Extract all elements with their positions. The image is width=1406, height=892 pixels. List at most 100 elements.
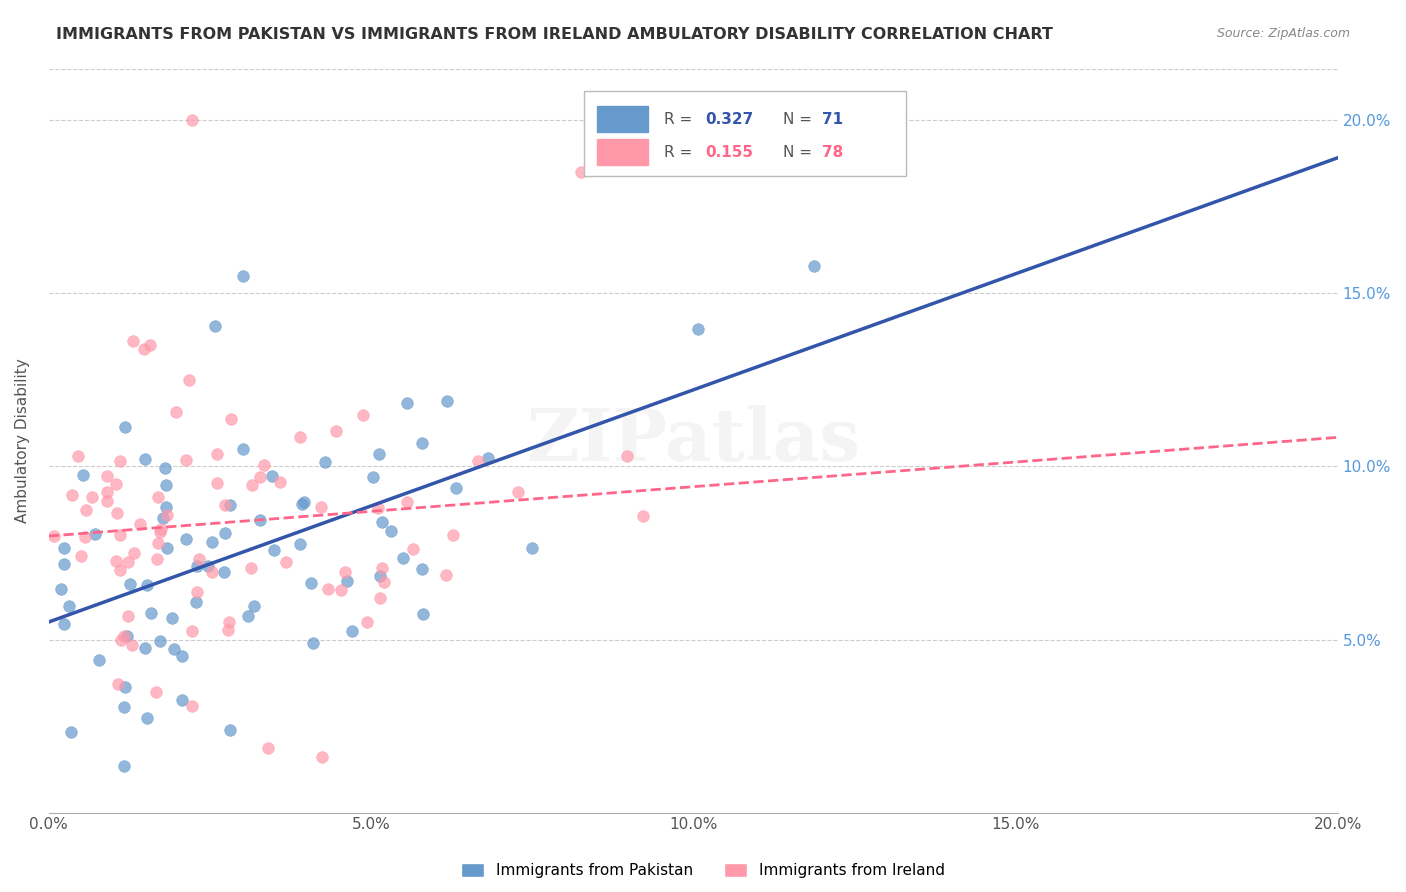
Point [135, 578, 157, 592]
Point [148, 536, 170, 550]
Point [112, 759, 135, 773]
Text: Source: ZipAtlas.com: Source: ZipAtlas.com [1216, 27, 1350, 40]
Point [219, 412, 242, 426]
Point [242, 599, 264, 613]
Legend: Immigrants from Pakistan, Immigrants from Ireland: Immigrants from Pakistan, Immigrants fro… [456, 857, 950, 884]
Point [148, 490, 170, 504]
Point [105, 476, 128, 491]
Point [370, 561, 392, 575]
Point [170, 649, 193, 664]
Point [149, 525, 172, 540]
Point [117, 609, 139, 624]
Point [446, 481, 468, 495]
Point [96, 493, 118, 508]
Point [292, 495, 315, 509]
Point [58, 599, 80, 614]
Point [108, 528, 131, 542]
Point [108, 454, 131, 468]
Point [506, 485, 529, 500]
Point [96, 468, 118, 483]
Point [155, 478, 177, 492]
Point [201, 535, 224, 549]
Point [174, 452, 197, 467]
Point [336, 574, 359, 588]
Point [42, 529, 65, 543]
Text: R =: R = [664, 145, 697, 160]
Point [316, 582, 339, 596]
Point [181, 624, 204, 639]
Point [309, 500, 332, 514]
Point [160, 611, 183, 625]
Point [134, 452, 156, 467]
Point [117, 629, 139, 643]
Text: 71: 71 [823, 112, 844, 127]
Point [53, 541, 76, 556]
Point [114, 680, 136, 694]
Text: 0.155: 0.155 [704, 145, 752, 160]
Point [477, 450, 499, 465]
Text: ZIPatlas: ZIPatlas [526, 405, 860, 476]
Point [145, 685, 167, 699]
Point [370, 516, 392, 530]
Point [269, 475, 291, 489]
Point [434, 568, 457, 582]
Point [204, 318, 226, 333]
Point [274, 555, 297, 569]
Point [329, 582, 352, 597]
Point [368, 447, 391, 461]
Text: N =: N = [783, 145, 817, 160]
Point [311, 750, 333, 764]
Point [104, 554, 127, 568]
Point [520, 541, 543, 556]
Point [411, 436, 433, 450]
Point [352, 408, 374, 422]
Point [149, 634, 172, 648]
Point [412, 607, 434, 622]
Point [112, 700, 135, 714]
Point [236, 608, 259, 623]
Point [631, 509, 654, 524]
Point [87, 653, 110, 667]
Point [186, 558, 208, 573]
Point [53, 616, 76, 631]
Point [363, 470, 385, 484]
Point [239, 560, 262, 574]
Point [72, 468, 94, 483]
Point [165, 405, 187, 419]
Point [170, 693, 193, 707]
Point [141, 607, 163, 621]
Point [217, 623, 239, 637]
Point [290, 430, 312, 444]
Point [380, 524, 402, 539]
Point [367, 501, 389, 516]
Point [370, 568, 392, 582]
Point [75, 503, 97, 517]
Point [187, 552, 209, 566]
Point [53, 557, 76, 571]
Point [117, 555, 139, 569]
Point [156, 541, 179, 555]
Point [110, 563, 132, 577]
Point [107, 676, 129, 690]
Point [232, 269, 254, 284]
Point [291, 497, 314, 511]
Point [96, 484, 118, 499]
Point [240, 478, 263, 492]
Point [105, 506, 128, 520]
Point [70, 549, 93, 564]
FancyBboxPatch shape [596, 106, 648, 132]
Point [186, 585, 208, 599]
Point [314, 455, 336, 469]
Point [436, 393, 458, 408]
Point [335, 565, 357, 579]
Point [467, 454, 489, 468]
Point [156, 508, 179, 522]
Point [149, 522, 172, 536]
Point [177, 373, 200, 387]
Point [803, 259, 825, 273]
Point [402, 541, 425, 556]
Point [373, 575, 395, 590]
Point [112, 629, 135, 643]
Point [122, 334, 145, 349]
Point [260, 469, 283, 483]
